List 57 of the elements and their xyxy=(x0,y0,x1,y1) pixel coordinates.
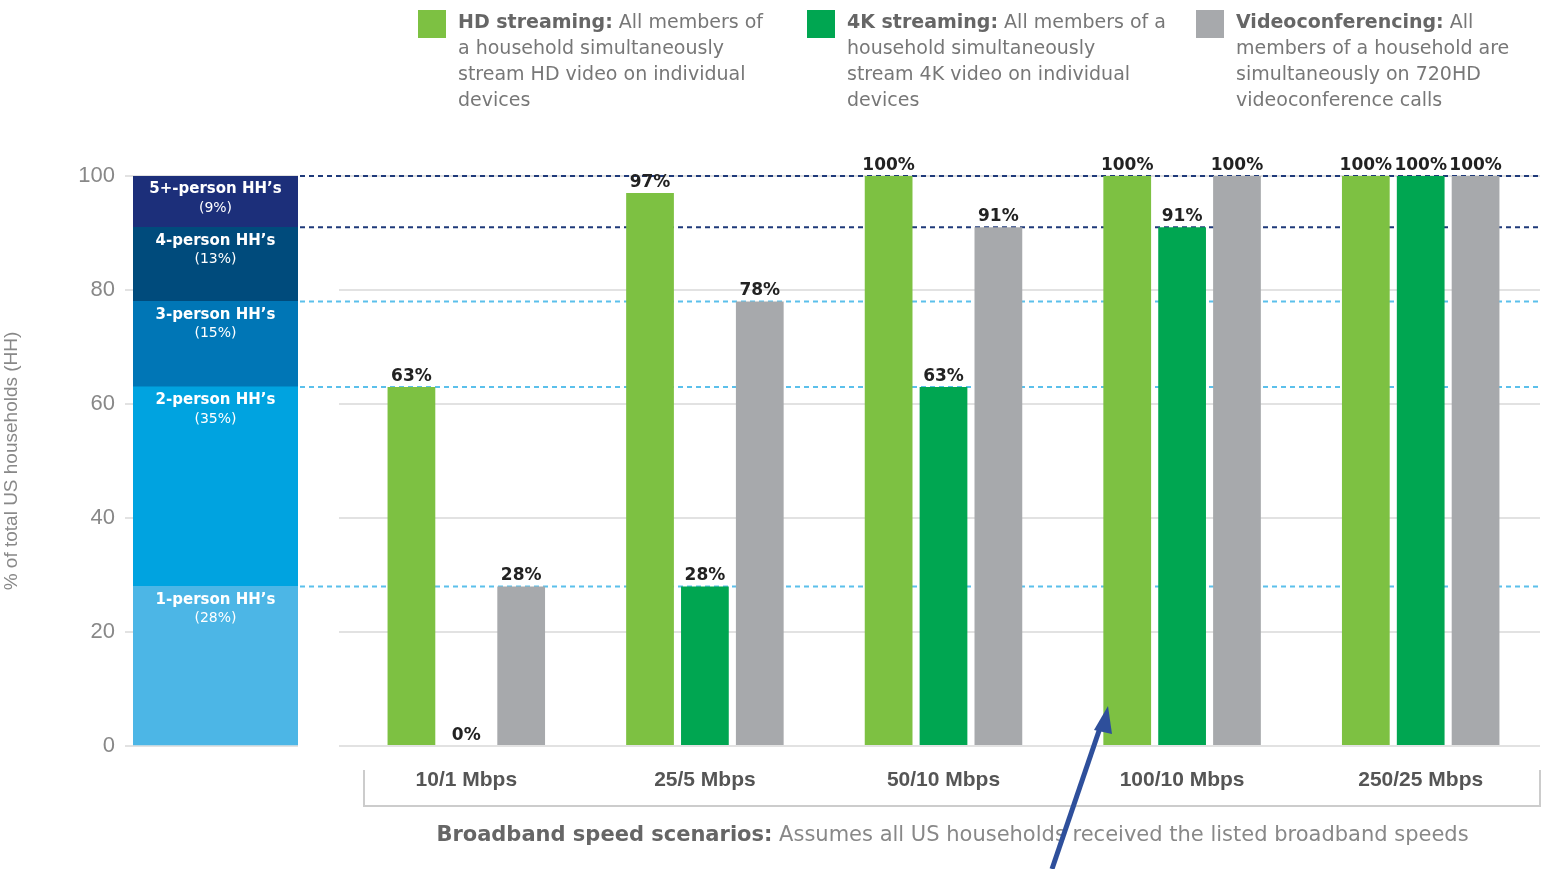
data-label: 100% xyxy=(1100,153,1154,174)
bar xyxy=(1158,227,1206,745)
bar xyxy=(497,586,546,745)
y-tick-label: 40 xyxy=(90,504,115,530)
y-tick-label: 0 xyxy=(102,732,115,758)
data-label: (28%) xyxy=(194,609,237,626)
y-tick-label: 20 xyxy=(90,618,115,644)
bar xyxy=(626,193,674,745)
bar xyxy=(681,586,729,745)
y-tick-label: 80 xyxy=(90,276,115,302)
data-label: (9%) xyxy=(198,198,233,215)
x-tick-label: 25/5 Mbps xyxy=(654,767,756,791)
bar xyxy=(1341,176,1390,745)
data-label: 97% xyxy=(629,171,671,192)
x-tick-label: 100/10 Mbps xyxy=(1119,767,1245,791)
data-label: 100% xyxy=(862,153,915,174)
data-label: 100% xyxy=(1394,153,1447,174)
bar xyxy=(1451,176,1500,745)
bar xyxy=(133,226,298,302)
bar xyxy=(919,386,968,745)
y-axis-title: % of total US households (HH) xyxy=(0,331,21,591)
legend-label: Videoconferencing: All members of a household are simultaneously on 720HD videoconference calls xyxy=(1236,9,1511,112)
legend-label: HD streaming: All members of a household simultaneously stream HD video on individual devices xyxy=(458,9,765,112)
bar xyxy=(133,386,298,587)
data-label: 28% xyxy=(500,564,542,585)
data-label: 91% xyxy=(1161,205,1203,226)
bar xyxy=(974,227,1023,745)
series-label: 4-person HH’s xyxy=(155,230,276,249)
x-tick-label: 50/10 Mbps xyxy=(886,767,1001,791)
data-label: 100% xyxy=(1210,153,1264,174)
y-tick-label: 60 xyxy=(90,390,115,416)
series-label: 2-person HH’s xyxy=(155,390,276,409)
bar xyxy=(1396,176,1445,745)
data-label: 78% xyxy=(739,279,781,300)
data-label: (35%) xyxy=(194,409,237,426)
bar xyxy=(735,301,784,745)
bar xyxy=(1103,176,1152,745)
series-label: 1-person HH’s xyxy=(155,589,276,608)
series-label: 3-person HH’s xyxy=(155,304,276,323)
y-tick-label: 100 xyxy=(78,162,115,188)
data-label: 100% xyxy=(1449,153,1502,174)
legend-label: 4K streaming: All members of a household simultaneously stream 4K video on individual devices xyxy=(847,9,1167,112)
data-label: 100% xyxy=(1339,153,1393,174)
data-label: (15%) xyxy=(194,324,237,341)
series-label: 5+-person HH’s xyxy=(149,179,282,198)
data-label: 63% xyxy=(923,364,964,385)
x-tick-label: 10/1 Mbps xyxy=(415,767,518,791)
bar xyxy=(133,301,298,388)
bar xyxy=(1213,176,1261,745)
data-label: 91% xyxy=(978,205,1019,226)
data-label: (13%) xyxy=(194,249,237,266)
data-label: 0% xyxy=(451,723,481,744)
data-label: 63% xyxy=(391,364,432,385)
x-tick-label: 250/25 Mbps xyxy=(1358,767,1484,791)
bar xyxy=(387,386,436,745)
data-label: 28% xyxy=(684,564,726,585)
bar xyxy=(864,176,913,745)
